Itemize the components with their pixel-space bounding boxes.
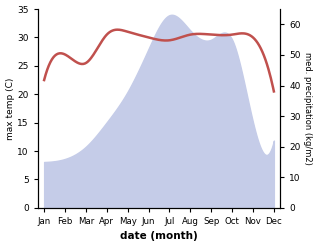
Y-axis label: max temp (C): max temp (C) <box>5 77 15 140</box>
X-axis label: date (month): date (month) <box>120 231 198 242</box>
Y-axis label: med. precipitation (kg/m2): med. precipitation (kg/m2) <box>303 52 313 165</box>
